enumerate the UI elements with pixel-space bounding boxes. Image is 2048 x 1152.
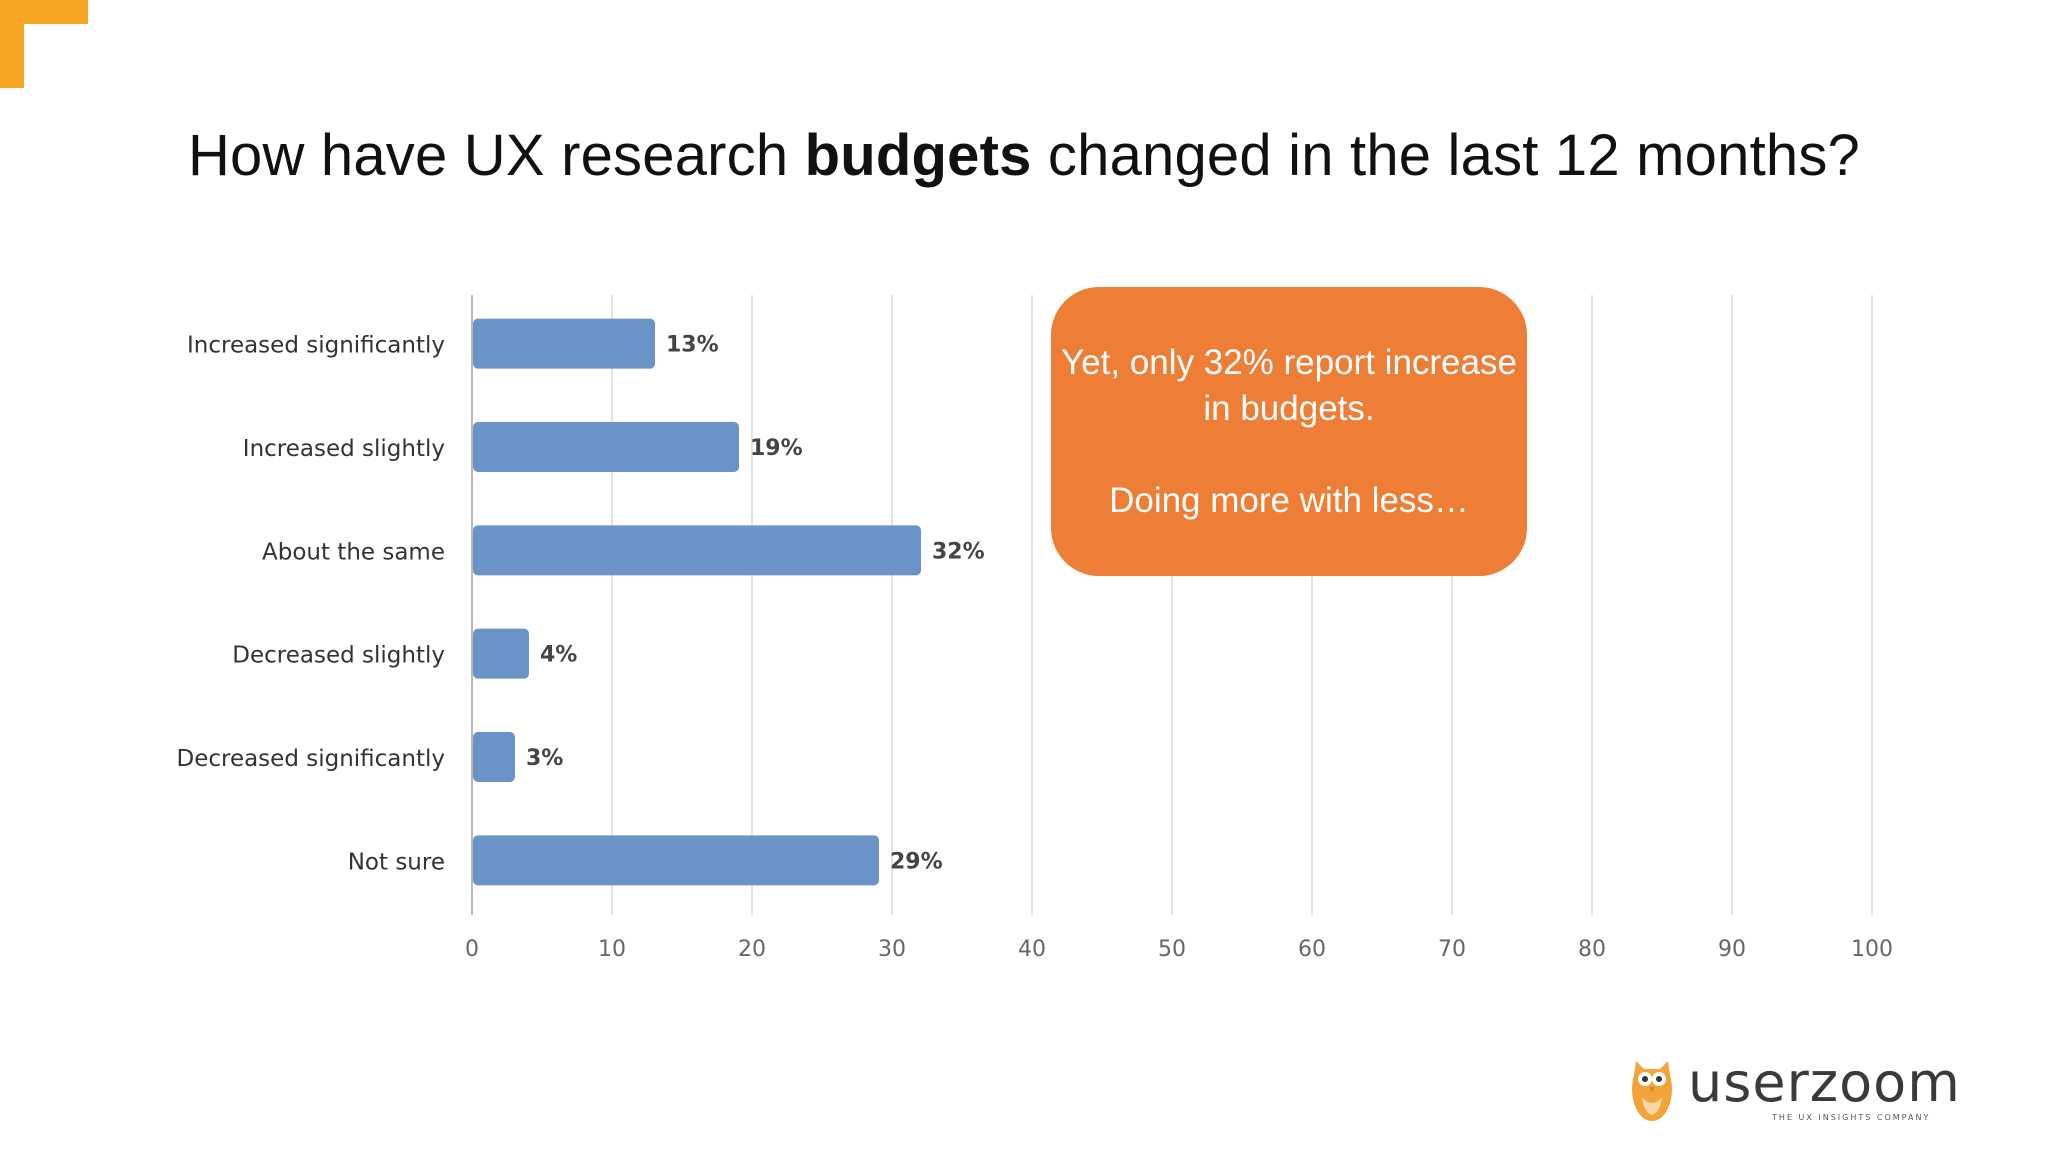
x-tick-label: 100 (1851, 937, 1893, 962)
callout-line-1: Yet, only 32% report increase in budgets… (1061, 342, 1517, 428)
category-label: Decreased slightly (232, 643, 445, 669)
value-label: 29% (890, 849, 943, 874)
value-label: 32% (932, 539, 985, 564)
value-label: 4% (540, 643, 577, 668)
x-tick-label: 0 (465, 937, 479, 962)
value-label: 3% (526, 746, 563, 771)
corner-accent-vertical (0, 0, 24, 88)
bar (473, 835, 879, 886)
category-label: Increased significantly (187, 333, 445, 359)
x-tick-label: 70 (1438, 937, 1466, 962)
bar (473, 422, 739, 472)
title-prefix: How have UX research (187, 123, 805, 188)
callout-line-2: Doing more with less… (1109, 480, 1469, 520)
x-tick-label: 30 (878, 937, 906, 962)
x-tick-label: 90 (1718, 937, 1746, 962)
x-tick-label: 20 (738, 937, 766, 962)
category-label: Increased slightly (243, 436, 445, 462)
x-tick-label: 50 (1158, 937, 1186, 962)
title-emphasis: budgets (804, 123, 1032, 188)
category-label: About the same (262, 539, 445, 565)
bar (473, 525, 921, 576)
category-label: Decreased significantly (176, 746, 445, 772)
bar (473, 628, 529, 679)
callout-box: Yet, only 32% report increase in budgets… (1051, 287, 1527, 576)
bar (473, 318, 655, 369)
value-label: 19% (750, 436, 803, 461)
x-tick-label: 60 (1298, 937, 1326, 962)
x-tick-label: 80 (1578, 937, 1606, 962)
x-tick-label: 40 (1018, 937, 1046, 962)
brand-name: userzoom (1688, 1051, 1961, 1114)
x-tick-label: 10 (598, 937, 626, 962)
corner-accent (0, 0, 88, 88)
owl-icon (1632, 1061, 1672, 1121)
category-label: Not sure (348, 849, 445, 875)
bar (473, 732, 515, 782)
userzoom-logo: userzoom THE UX INSIGHTS COMPANY (1630, 1051, 1960, 1125)
slide-title: How have UX research budgets changed in … (0, 122, 2048, 189)
brand-tagline: THE UX INSIGHTS COMPANY (1772, 1113, 1931, 1122)
title-suffix: changed in the last 12 months? (1031, 123, 1861, 188)
value-label: 13% (666, 333, 719, 358)
